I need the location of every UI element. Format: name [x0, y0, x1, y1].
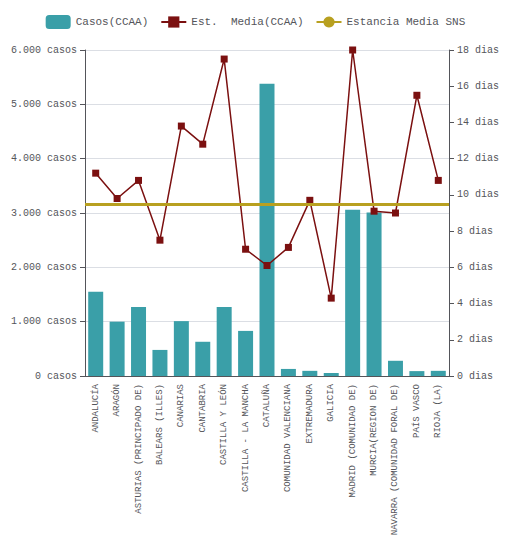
svg-text:12 dias: 12 dias	[457, 153, 499, 164]
svg-text:EXTREMADURA: EXTREMADURA	[305, 383, 315, 443]
svg-text:5.000 casos: 5.000 casos	[11, 99, 77, 110]
svg-text:ARAGÓN: ARAGÓN	[111, 384, 122, 416]
svg-text:14 dias: 14 dias	[457, 117, 499, 128]
svg-text:2 dias: 2 dias	[457, 334, 493, 345]
svg-text:16 dias: 16 dias	[457, 81, 499, 92]
svg-text:8 dias: 8 dias	[457, 226, 493, 237]
svg-text:0 dias: 0 dias	[457, 371, 493, 382]
svg-text:6.000 casos: 6.000 casos	[11, 45, 77, 56]
svg-text:0 casos: 0 casos	[35, 371, 77, 382]
svg-text:4 dias: 4 dias	[457, 298, 493, 309]
svg-text:1.000 casos: 1.000 casos	[11, 316, 77, 327]
svg-text:3.000 casos: 3.000 casos	[11, 208, 77, 219]
svg-text:ASTURIAS (PRINCIPADO DE): ASTURIAS (PRINCIPADO DE)	[134, 384, 144, 514]
svg-text:PAÍS VASCO: PAÍS VASCO	[411, 384, 422, 438]
svg-text:CANARIAS: CANARIAS	[176, 384, 186, 427]
svg-text:NAVARRA (COMUNIDAD FORAL DE): NAVARRA (COMUNIDAD FORAL DE)	[390, 384, 400, 535]
svg-text:BALEARS (ILLES): BALEARS (ILLES)	[155, 384, 165, 465]
svg-text:CATALUÑA: CATALUÑA	[261, 383, 272, 427]
svg-text:CASTILLA - LA MANCHA: CASTILLA - LA MANCHA	[241, 383, 251, 492]
svg-text:Estancia Media SNS: Estancia Media SNS	[347, 16, 466, 28]
svg-text:COMUNIDAD VALENCIANA: COMUNIDAD VALENCIANA	[283, 383, 293, 492]
svg-text:6 dias: 6 dias	[457, 262, 493, 273]
svg-text:CANTABRIA: CANTABRIA	[198, 383, 208, 432]
svg-text:4.000 casos: 4.000 casos	[11, 153, 77, 164]
svg-text:10 dias: 10 dias	[457, 189, 499, 200]
svg-text:2.000 casos: 2.000 casos	[11, 262, 77, 273]
svg-text:CASTILLA Y LEÓN: CASTILLA Y LEÓN	[218, 384, 229, 465]
svg-text:ANDALUCÍA: ANDALUCÍA	[90, 383, 101, 432]
svg-text:Casos(CCAA): Casos(CCAA)	[76, 16, 149, 28]
svg-text:MADRID (COMUNIDAD DE): MADRID (COMUNIDAD DE)	[348, 384, 358, 497]
svg-text:Est. Media(CCAA): Est. Media(CCAA)	[191, 16, 303, 28]
svg-text:MURCIA(REGION DE): MURCIA(REGION DE)	[369, 384, 379, 476]
svg-text:GALICIA: GALICIA	[326, 383, 336, 421]
svg-text:18 dias: 18 dias	[457, 45, 499, 56]
svg-text:RIOJA (LA): RIOJA (LA)	[433, 384, 443, 438]
